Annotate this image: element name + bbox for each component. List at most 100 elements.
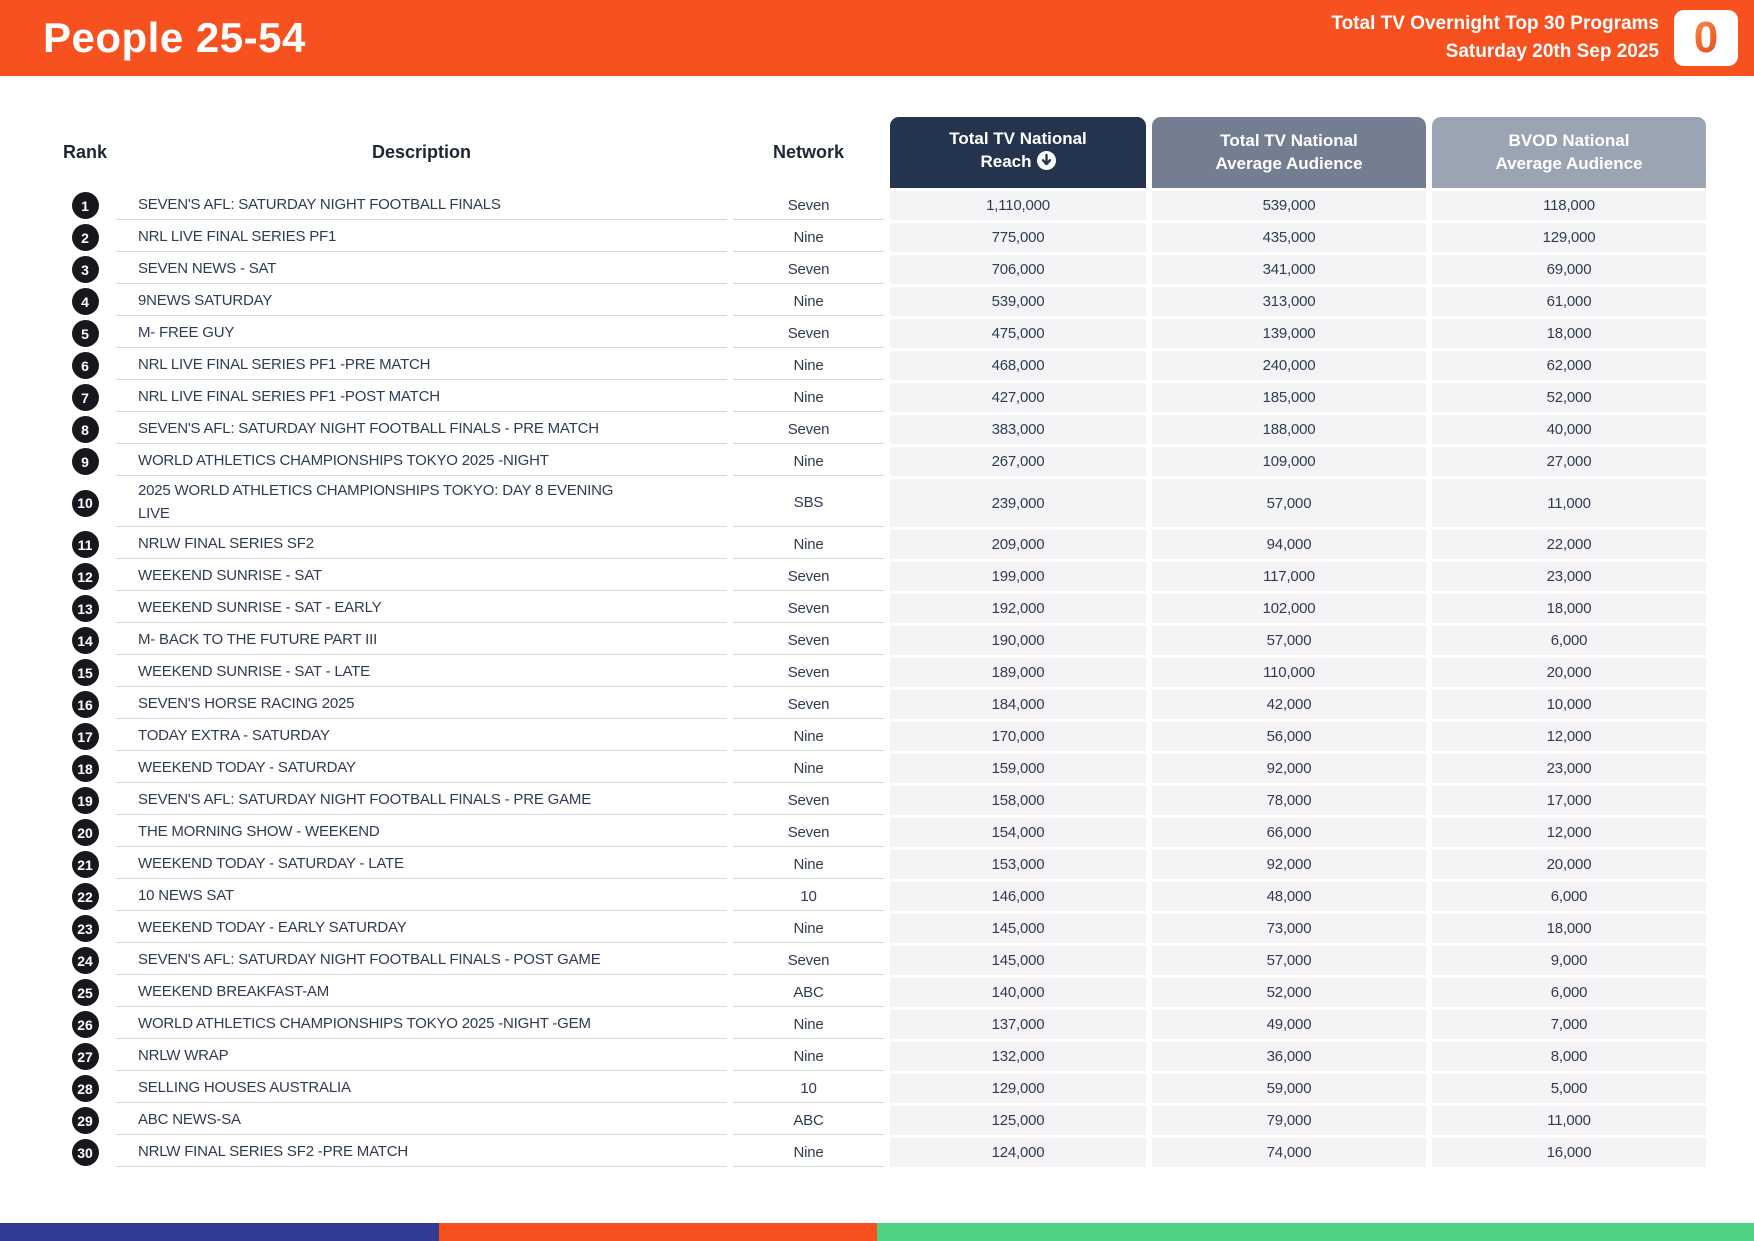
table-row: 13 WEEKEND SUNRISE - SAT - EARLY Seven 192,… <box>60 594 1706 623</box>
bvod-audience-cell: 52,000 <box>1432 383 1706 412</box>
network-cell: Nine <box>733 383 884 412</box>
description-cell: SEVEN'S AFL: SATURDAY NIGHT FOOTBALL FIN… <box>116 415 727 444</box>
reach-cell: 192,000 <box>890 594 1146 623</box>
reach-cell: 170,000 <box>890 722 1146 751</box>
description-cell: NRL LIVE FINAL SERIES PF1 <box>116 223 727 252</box>
description-cell: M- FREE GUY <box>116 319 727 348</box>
rank-badge: 10 <box>71 489 99 517</box>
description-cell: 2025 WORLD ATHLETICS CHAMPIONSHIPS TOKYO… <box>116 479 727 527</box>
rank-column-header: Rank <box>60 117 110 188</box>
bvod-audience-cell: 69,000 <box>1432 255 1706 284</box>
avg-audience-cell: 117,000 <box>1152 562 1426 591</box>
rank-badge: 6 <box>71 352 99 379</box>
reach-column-header[interactable]: Total TV National Reach <box>890 117 1146 188</box>
avg-audience-cell: 539,000 <box>1152 191 1426 220</box>
orange-segment <box>438 1223 877 1241</box>
rank-badge: 26 <box>71 1011 99 1038</box>
reach-header-line2: Reach <box>896 151 1140 177</box>
table-row: 17 TODAY EXTRA - SATURDAY Nine 170,000 56,00… <box>60 722 1706 751</box>
network-cell: Seven <box>733 818 884 847</box>
avg-audience-cell: 139,000 <box>1152 319 1426 348</box>
table-row: 24 SEVEN'S AFL: SATURDAY NIGHT FOOTBALL F… <box>60 946 1706 975</box>
reach-cell: 706,000 <box>890 255 1146 284</box>
page-title: People 25-54 <box>43 14 306 61</box>
network-cell: Seven <box>733 786 884 815</box>
table-row: 30 NRLW FINAL SERIES SF2 -PRE MATCH Nine 12… <box>60 1138 1706 1167</box>
top-programs-table: Rank Description Network Total TV Nation… <box>54 114 1712 1170</box>
reach-cell: 383,000 <box>890 415 1146 444</box>
report-subtitle-line1: Total TV Overnight Top 30 Programs <box>1331 12 1659 34</box>
description-cell: WEEKEND TODAY - SATURDAY <box>116 754 727 783</box>
report-subtitle-line2: Saturday 20th Sep 2025 <box>1445 41 1659 62</box>
avg-audience-cell: 48,000 <box>1152 882 1426 911</box>
description-cell: NRLW FINAL SERIES SF2 -PRE MATCH <box>116 1138 727 1167</box>
rank-badge: 3 <box>71 256 99 283</box>
rank-badge: 16 <box>71 691 99 718</box>
avg-audience-cell: 57,000 <box>1152 479 1426 527</box>
avg-header-line1: Total TV National <box>1220 130 1358 150</box>
table-header-row: Rank Description Network Total TV Nation… <box>60 117 1706 188</box>
reach-header-line1: Total TV National <box>949 129 1087 149</box>
avg-audience-cell: 92,000 <box>1152 754 1426 783</box>
description-cell: WORLD ATHLETICS CHAMPIONSHIPS TOKYO 2025… <box>116 1010 727 1039</box>
bvod-audience-cell: 6,000 <box>1432 882 1706 911</box>
bvod-audience-cell: 7,000 <box>1432 1010 1706 1039</box>
description-cell: M- BACK TO THE FUTURE PART III <box>116 626 727 655</box>
table-row: 9 WORLD ATHLETICS CHAMPIONSHIPS TOKYO 202… <box>60 447 1706 476</box>
rank-cell: 14 <box>60 626 110 655</box>
reach-cell: 159,000 <box>890 754 1146 783</box>
avg-audience-cell: 74,000 <box>1152 1138 1426 1167</box>
bvod-audience-cell: 23,000 <box>1432 562 1706 591</box>
bvod-audience-cell: 40,000 <box>1432 415 1706 444</box>
network-cell: Seven <box>733 562 884 591</box>
description-cell: SEVEN'S AFL: SATURDAY NIGHT FOOTBALL FIN… <box>116 786 727 815</box>
description-cell: ABC NEWS-SA <box>116 1106 727 1135</box>
avg-audience-cell: 110,000 <box>1152 658 1426 687</box>
network-cell: Nine <box>733 1138 884 1167</box>
reach-cell: 199,000 <box>890 562 1146 591</box>
table-row: 23 WEEKEND TODAY - EARLY SATURDAY Nine 145,… <box>60 914 1706 943</box>
network-cell: Nine <box>733 722 884 751</box>
oztam-logo-glyph: 0 <box>1693 13 1719 62</box>
rank-cell: 27 <box>60 1042 110 1071</box>
green-segment <box>877 1223 1754 1241</box>
rank-badge: 27 <box>71 1043 99 1070</box>
network-cell: Seven <box>733 415 884 444</box>
avg-audience-cell: 57,000 <box>1152 626 1426 655</box>
rank-cell: 8 <box>60 415 110 444</box>
rank-cell: 1 <box>60 191 110 220</box>
network-cell: Nine <box>733 754 884 783</box>
network-cell: Nine <box>733 447 884 476</box>
rank-badge: 7 <box>71 384 99 411</box>
avg-audience-cell: 92,000 <box>1152 850 1426 879</box>
network-cell: Seven <box>733 191 884 220</box>
avg-audience-cell: 42,000 <box>1152 690 1426 719</box>
table-row: 18 WEEKEND TODAY - SATURDAY Nine 159,000 92,… <box>60 754 1706 783</box>
rank-cell: 13 <box>60 594 110 623</box>
rank-cell: 2 <box>60 223 110 252</box>
avg-audience-cell: 66,000 <box>1152 818 1426 847</box>
table-row: 16 SEVEN'S HORSE RACING 2025 Seven 184,000 4… <box>60 690 1706 719</box>
network-cell: Seven <box>733 594 884 623</box>
description-cell: NRL LIVE FINAL SERIES PF1 -POST MATCH <box>116 383 727 412</box>
reach-cell: 129,000 <box>890 1074 1146 1103</box>
table-row: 29 ABC NEWS-SA ABC 125,000 79,000 11,000 <box>60 1106 1706 1135</box>
bvod-audience-cell: 20,000 <box>1432 658 1706 687</box>
rank-badge: 13 <box>71 595 99 622</box>
reach-cell: 1,110,000 <box>890 191 1146 220</box>
description-cell: NRLW FINAL SERIES SF2 <box>116 530 727 559</box>
rank-badge: 14 <box>71 627 99 654</box>
rank-cell: 21 <box>60 850 110 879</box>
avg-audience-cell: 188,000 <box>1152 415 1426 444</box>
rank-cell: 5 <box>60 319 110 348</box>
rank-cell: 22 <box>60 882 110 911</box>
network-column-header: Network <box>733 117 884 188</box>
network-cell: Nine <box>733 351 884 380</box>
table-row: 6 NRL LIVE FINAL SERIES PF1 -PRE MATCH Nin… <box>60 351 1706 380</box>
rank-badge: 1 <box>71 192 99 219</box>
rank-cell: 30 <box>60 1138 110 1167</box>
rank-badge: 28 <box>71 1075 99 1102</box>
rank-badge: 15 <box>71 659 99 686</box>
table-row: 26 WORLD ATHLETICS CHAMPIONSHIPS TOKYO 20… <box>60 1010 1706 1039</box>
bvod-audience-cell: 27,000 <box>1432 447 1706 476</box>
